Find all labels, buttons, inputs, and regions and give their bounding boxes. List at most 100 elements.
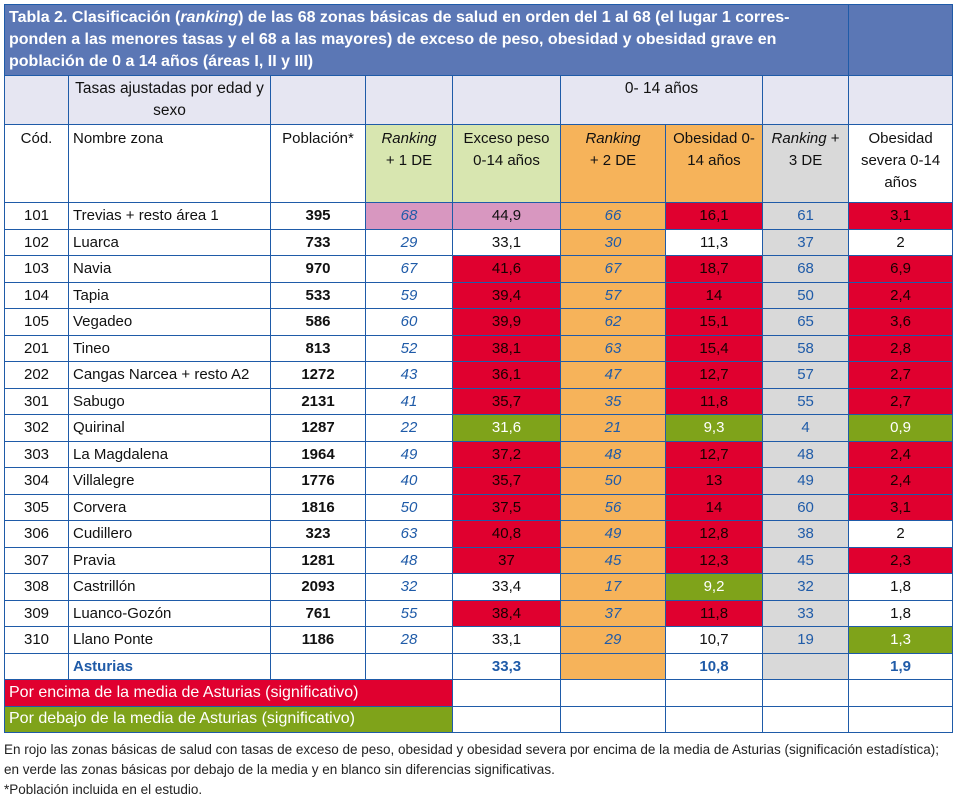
name-cell: Tineo [68, 334, 271, 362]
rank2-cell: 21 [560, 414, 666, 442]
population-cell: 2131 [270, 387, 366, 415]
cod-cell: 201 [4, 334, 69, 362]
rank3-cell: 33 [761, 599, 850, 627]
obesidad-cell: 14 [665, 281, 763, 309]
severa-cell: 2,8 [848, 334, 954, 362]
obesidad-cell: 9,2 [665, 573, 763, 601]
footnote-population: *Población incluida en el estudio. [4, 782, 203, 797]
severa-cell: 1,8 [848, 573, 954, 601]
rank2-cell: 35 [560, 387, 666, 415]
rank3-cell: 37 [761, 228, 850, 256]
exceso-cell: 44,9 [452, 202, 561, 230]
rank2-cell: 47 [560, 361, 666, 389]
severa-cell: 3,1 [848, 493, 954, 521]
col-severa: Obesidad severa 0-14 años [848, 124, 954, 203]
table-row: 105 Vegadeo 586 60 39,9 62 15,1 65 3,6 [4, 308, 954, 336]
rank2-cell: 63 [560, 334, 666, 362]
rank1-cell: 59 [365, 281, 453, 309]
rank3-cell: 58 [761, 334, 850, 362]
rank3-cell: 38 [761, 520, 850, 548]
name-cell: Sabugo [68, 387, 271, 415]
age-group-header: 0- 14 años [560, 75, 763, 125]
rank3-cell: 45 [761, 546, 850, 574]
cod-cell: 305 [4, 493, 69, 521]
legend-above-row: Por encima de la media de Asturias (sign… [4, 679, 954, 707]
name-cell: Luarca [68, 228, 271, 256]
table-row: 104 Tapia 533 59 39,4 57 14 50 2,4 [4, 281, 954, 309]
population-cell: 1776 [270, 467, 366, 495]
severa-cell: 2,4 [848, 281, 954, 309]
table-row: 306 Cudillero 323 63 40,8 49 12,8 38 2 [4, 520, 954, 548]
rank1-cell: 68 [365, 202, 453, 230]
rank1-cell: 49 [365, 440, 453, 468]
cod-cell: 102 [4, 228, 69, 256]
rank1-cell: 50 [365, 493, 453, 521]
table-row: 309 Luanco-Gozón 761 55 38,4 37 11,8 33 1,8 [4, 599, 954, 627]
rank1-cell: 40 [365, 467, 453, 495]
population-cell: 586 [270, 308, 366, 336]
severa-cell: 2,7 [848, 387, 954, 415]
rank3-cell: 48 [761, 440, 850, 468]
name-cell: Cangas Narcea + resto A2 [68, 361, 271, 389]
rank1-cell: 63 [365, 520, 453, 548]
col-obesidad: Obesidad 0-14 años [665, 124, 763, 203]
obesidad-cell: 11,8 [665, 599, 763, 627]
name-cell: Vegadeo [68, 308, 271, 336]
rank1-cell: 41 [365, 387, 453, 415]
rank1-cell: 60 [365, 308, 453, 336]
obesidad-cell: 12,7 [665, 361, 763, 389]
name-cell: La Magdalena [68, 440, 271, 468]
table-title: Tabla 2. Clasificación (ranking) de las … [3, 4, 850, 76]
population-cell: 1272 [270, 361, 366, 389]
rank3-cell: 32 [761, 573, 850, 601]
rank3-cell: 50 [761, 281, 850, 309]
rank2-cell: 37 [560, 599, 666, 627]
name-cell: Cudillero [68, 520, 271, 548]
table-row: 303 La Magdalena 1964 49 37,2 48 12,7 48 2,4 [4, 440, 954, 468]
population-cell: 813 [270, 334, 366, 362]
severa-cell: 2,3 [848, 546, 954, 574]
ranking-table: Tabla 2. Clasificación (ranking) de las … [3, 4, 954, 733]
name-cell: Villalegre [68, 467, 271, 495]
table-title-row: Tabla 2. Clasificación (ranking) de las … [3, 4, 954, 76]
cod-cell: 304 [4, 467, 69, 495]
exceso-cell: 39,9 [452, 308, 561, 336]
rank1-cell: 67 [365, 255, 453, 283]
table-row: 307 Pravia 1281 48 37 45 12,3 45 2,3 [4, 546, 954, 574]
obesidad-cell: 18,7 [665, 255, 763, 283]
exceso-cell: 35,7 [452, 387, 561, 415]
severa-cell: 2,7 [848, 361, 954, 389]
severa-cell: 1,8 [848, 599, 954, 627]
total-obesidad: 10,8 [665, 652, 763, 680]
severa-cell: 2,4 [848, 467, 954, 495]
table-row: 301 Sabugo 2131 41 35,7 35 11,8 55 2,7 [4, 387, 954, 415]
obesidad-cell: 12,3 [665, 546, 763, 574]
population-cell: 970 [270, 255, 366, 283]
exceso-cell: 33,4 [452, 573, 561, 601]
cod-cell: 101 [4, 202, 69, 230]
footnote-colors: En rojo las zonas básicas de salud con t… [4, 742, 940, 777]
table-row: 101 Trevias + resto área 1 395 68 44,9 66 16,1… [4, 202, 954, 230]
exceso-cell: 37 [452, 546, 561, 574]
col-rank3: Ranking + 3 DE [761, 124, 850, 203]
exceso-cell: 35,7 [452, 467, 561, 495]
population-cell: 1964 [270, 440, 366, 468]
tasas-header: Tasas ajustadas por edad y sexo [68, 75, 271, 125]
col-exceso: Exceso peso 0-14 años [452, 124, 561, 203]
obesidad-cell: 15,1 [665, 308, 763, 336]
rank1-cell: 29 [365, 228, 453, 256]
total-exceso: 33,3 [452, 652, 561, 680]
rank1-cell: 55 [365, 599, 453, 627]
col-rank2: Ranking + 2 DE [560, 124, 666, 203]
severa-cell: 2 [848, 520, 954, 548]
footnotes: En rojo las zonas básicas de salud con t… [4, 740, 944, 800]
table-row: 310 Llano Ponte 1186 28 33,1 29 10,7 19 1,3 [4, 626, 954, 654]
rank2-cell: 49 [560, 520, 666, 548]
table-row: 201 Tineo 813 52 38,1 63 15,4 58 2,8 [4, 334, 954, 362]
population-cell: 733 [270, 228, 366, 256]
rank3-cell: 65 [761, 308, 850, 336]
table-row: 305 Corvera 1816 50 37,5 56 14 60 3,1 [4, 493, 954, 521]
rank1-cell: 22 [365, 414, 453, 442]
name-cell: Corvera [68, 493, 271, 521]
population-cell: 1281 [270, 546, 366, 574]
